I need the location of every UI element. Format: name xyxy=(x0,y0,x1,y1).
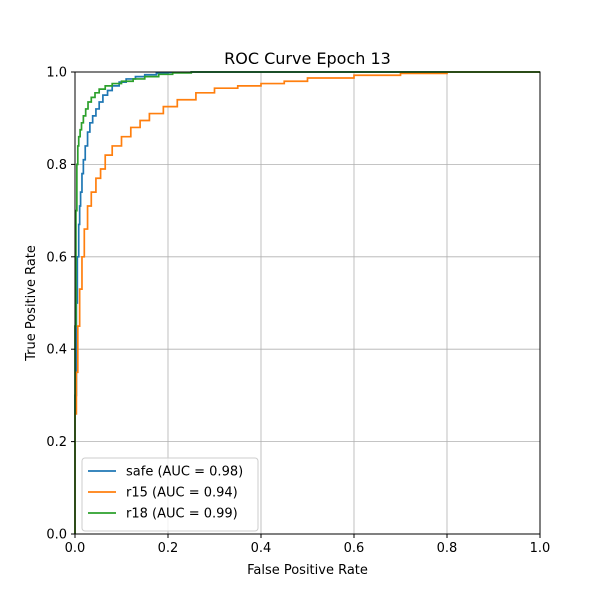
x-tick-label: 0.0 xyxy=(65,541,86,556)
x-tick-label: 1.0 xyxy=(530,541,551,556)
legend-label-1: r15 (AUC = 0.94) xyxy=(126,486,238,501)
legend-box xyxy=(81,457,259,532)
y-tick-label: 1.0 xyxy=(46,66,67,81)
x-axis-label: False Positive Rate xyxy=(247,563,368,578)
x-tick-label: 0.2 xyxy=(158,541,179,556)
y-tick-label: 0.2 xyxy=(46,435,67,450)
x-tick-label: 0.4 xyxy=(251,541,272,556)
y-tick-label: 0.8 xyxy=(46,158,67,173)
plot-lines xyxy=(74,71,540,534)
y-axis-label: True Positive Rate xyxy=(24,245,39,362)
series-line-1 xyxy=(74,71,540,534)
plot-frame xyxy=(74,71,541,535)
legend: safe (AUC = 0.98) r15 (AUC = 0.94) r18 (AU… xyxy=(81,457,259,532)
y-tick-label: 0.4 xyxy=(46,343,67,358)
x-tick-label: 0.6 xyxy=(344,541,365,556)
chart-title: ROC Curve Epoch 13 xyxy=(224,49,391,68)
y-tick-label: 0.6 xyxy=(46,250,67,265)
grid xyxy=(74,71,541,535)
legend-label-2: r18 (AUC = 0.99) xyxy=(126,507,238,522)
series-line-2 xyxy=(74,71,540,534)
series-line-0 xyxy=(74,71,540,534)
x-tick-label: 0.8 xyxy=(437,541,458,556)
legend-label-0: safe (AUC = 0.98) xyxy=(126,465,243,480)
axis-ticks: 0.0 0.2 0.4 0.6 0.8 1.0 0.0 0.2 0.4 0.6 0.8 1.0 xyxy=(46,66,550,557)
y-tick-label: 0.0 xyxy=(46,528,67,543)
